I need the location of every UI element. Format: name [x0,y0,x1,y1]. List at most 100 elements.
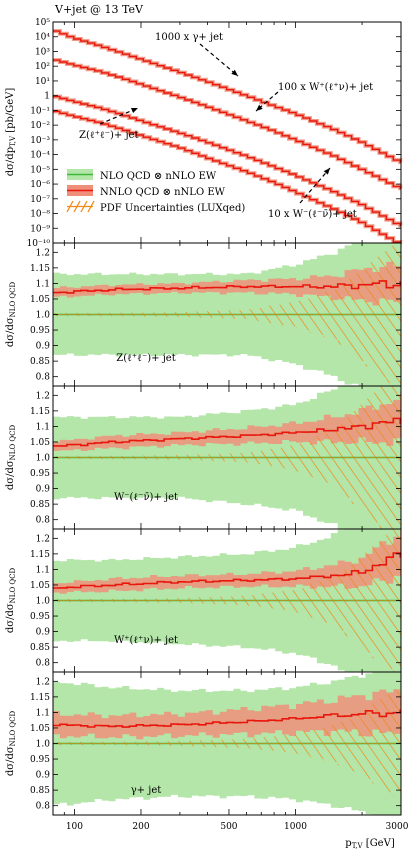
ratio-ytick-label: 1.05 [30,295,50,305]
ratio-ytick-label: 1.1 [36,422,50,432]
ratio-ytick-label: 0.8 [36,516,51,526]
ratio-ytick-label: 0.8 [36,659,51,669]
ratio-ytick-label: 0.85 [30,500,50,510]
spectra-ytick-label: 10⁵ [35,18,50,28]
ratio-ytick-label: 0.9 [36,771,51,781]
ratio-ytick-label: 1.2 [36,534,50,544]
annotation-arrow-3 [299,167,331,204]
spectra-ytick-label: 10⁻⁵ [30,165,50,175]
ratio-panel-4 [53,672,401,815]
ratio-ytick-label: 1.1 [36,279,50,289]
ratio-ytick-label: 1.1 [36,565,50,575]
ratio-ytick-label: 1.0 [36,454,51,464]
spectra-ytick-label: 10⁻¹⁰ [27,239,51,249]
spectra-ytick-label: 10⁻⁴ [30,151,50,161]
spectra-panel [52,21,403,247]
spectra-ytick-label: 1 [44,92,50,102]
ratio-ytick-label: 1.15 [30,264,50,274]
ratio-ytick-label: 1.05 [30,438,50,448]
ratio-ytick-label: 1.15 [30,693,50,703]
annotation-label-3: 10 x W⁻(ℓ⁻ν̄)+ jet [268,209,357,220]
xtick-label: 200 [132,822,149,832]
ratio-ylabel-4: dσ/dσNLO QCD [5,710,17,776]
ratio-ytick-label: 0.95 [30,612,50,622]
ratio-panel-2 [53,386,401,529]
ratio-ytick-label: 0.95 [30,326,50,336]
spectra-ytick-label: 10⁻⁶ [30,180,50,190]
figure-title: V+jet @ 13 TeV [55,3,143,16]
spectra-ylabel: dσ/dpT,V [pb/GeV] [5,88,17,177]
nnlo-band [53,261,401,306]
spectra-ytick-label: 10⁻² [30,121,50,131]
nnlo-central-line [53,280,401,294]
ratio-ytick-label: 1.2 [36,677,50,687]
ratio-ytick-label: 1.15 [30,550,50,560]
xtick-label: 500 [220,822,237,832]
ratio-ytick-label: 0.8 [36,373,51,383]
legend-nnlo-label: NNLO QCD ⊗ nNLO EW [100,187,226,198]
ratio-ylabel-2: dσ/dσNLO QCD [5,424,17,490]
annotation-arrowhead-0 [231,69,238,76]
annotation-label-0: 1000 x γ+ jet [155,32,223,43]
ratio-ytick-label: 1.0 [36,311,51,321]
spectra-ytick-label: 10⁻⁸ [30,210,50,220]
ratio-ytick-label: 0.9 [36,628,51,638]
series-line-3 [53,110,401,245]
ratio-ytick-label: 1.1 [36,708,50,718]
spectra-ytick-label: 10¹ [35,77,50,87]
annotation-arrowhead-1 [256,104,263,111]
annotation-arrowhead-3 [323,168,330,175]
ratio-ytick-label: 0.95 [30,755,50,765]
ratio-ytick-label: 1.2 [36,391,50,401]
spectra-ytick-label: 10⁻³ [30,136,50,146]
xtick-label: 3000 [386,822,409,832]
xtick-label: 100 [66,822,83,832]
legend [66,169,95,213]
ratio-ytick-label: 0.8 [36,802,51,812]
ratio-ytick-label: 1.05 [30,581,50,591]
spectra-ytick-label: 10³ [35,47,50,57]
ratio-panel-3 [53,529,401,672]
spectra-ytick-label: 10⁻¹ [30,106,50,116]
series-band-0 [53,29,403,165]
ratio-process-label-4: γ+ jet [131,785,162,796]
annotation-arrow-0 [199,43,239,77]
ratio-ytick-label: 1.0 [36,740,51,750]
series-line-2 [53,95,401,227]
spectra-ytick-label: 10² [35,62,50,72]
series-line-1 [53,59,401,189]
series-line-0 [53,30,401,163]
spectra-ytick-label: 10⁴ [35,33,50,43]
ratio-ytick-label: 1.0 [36,597,51,607]
ratio-ytick-label: 0.95 [30,469,50,479]
spectra-ytick-label: 10⁻⁹ [30,224,50,234]
ratio-ytick-label: 1.2 [36,248,50,258]
ratio-ytick-label: 0.85 [30,643,50,653]
ratio-ytick-label: 0.9 [36,485,51,495]
annotation-arrowhead-2 [131,107,138,114]
annotation-label-2: Z(ℓ⁺ℓ⁻)+ jet [79,130,138,141]
nnlo-band [53,689,401,741]
ratio-ytick-label: 0.85 [30,786,50,796]
legend-pdf-label: PDF Uncertainties (LUXqed) [100,203,245,214]
ratio-process-label-2: W⁻(ℓ⁻ν̄)+ jet [114,492,178,503]
ratio-ytick-label: 1.05 [30,724,50,734]
nnlo-central-line [53,709,401,728]
legend-nlo-label: NLO QCD ⊗ nNLO EW [100,171,217,182]
nnlo-band [53,530,401,594]
x-axis-label: pT,V [GeV] [345,838,395,850]
ratio-ytick-label: 0.85 [30,357,50,367]
ratio-ylabel-3: dσ/dσNLO QCD [5,567,17,633]
ratio-process-label-1: Z(ℓ⁺ℓ⁻)+ jet [116,353,175,364]
ratio-ylabel-1: dσ/dσNLO QCD [5,281,17,347]
nnlo-central-line [53,552,401,589]
nnlo-central-line [53,417,401,447]
ratio-panel-1 [53,243,401,386]
annotation-label-1: 100 x W⁺(ℓ⁺ν)+ jet [278,82,373,93]
xtick-label: 1000 [284,822,307,832]
ratio-ytick-label: 1.15 [30,407,50,417]
ratio-ytick-label: 0.9 [36,342,51,352]
ratio-process-label-3: W⁺(ℓ⁺ν)+ jet [114,635,178,646]
spectra-ytick-label: 10⁻⁷ [30,195,50,205]
